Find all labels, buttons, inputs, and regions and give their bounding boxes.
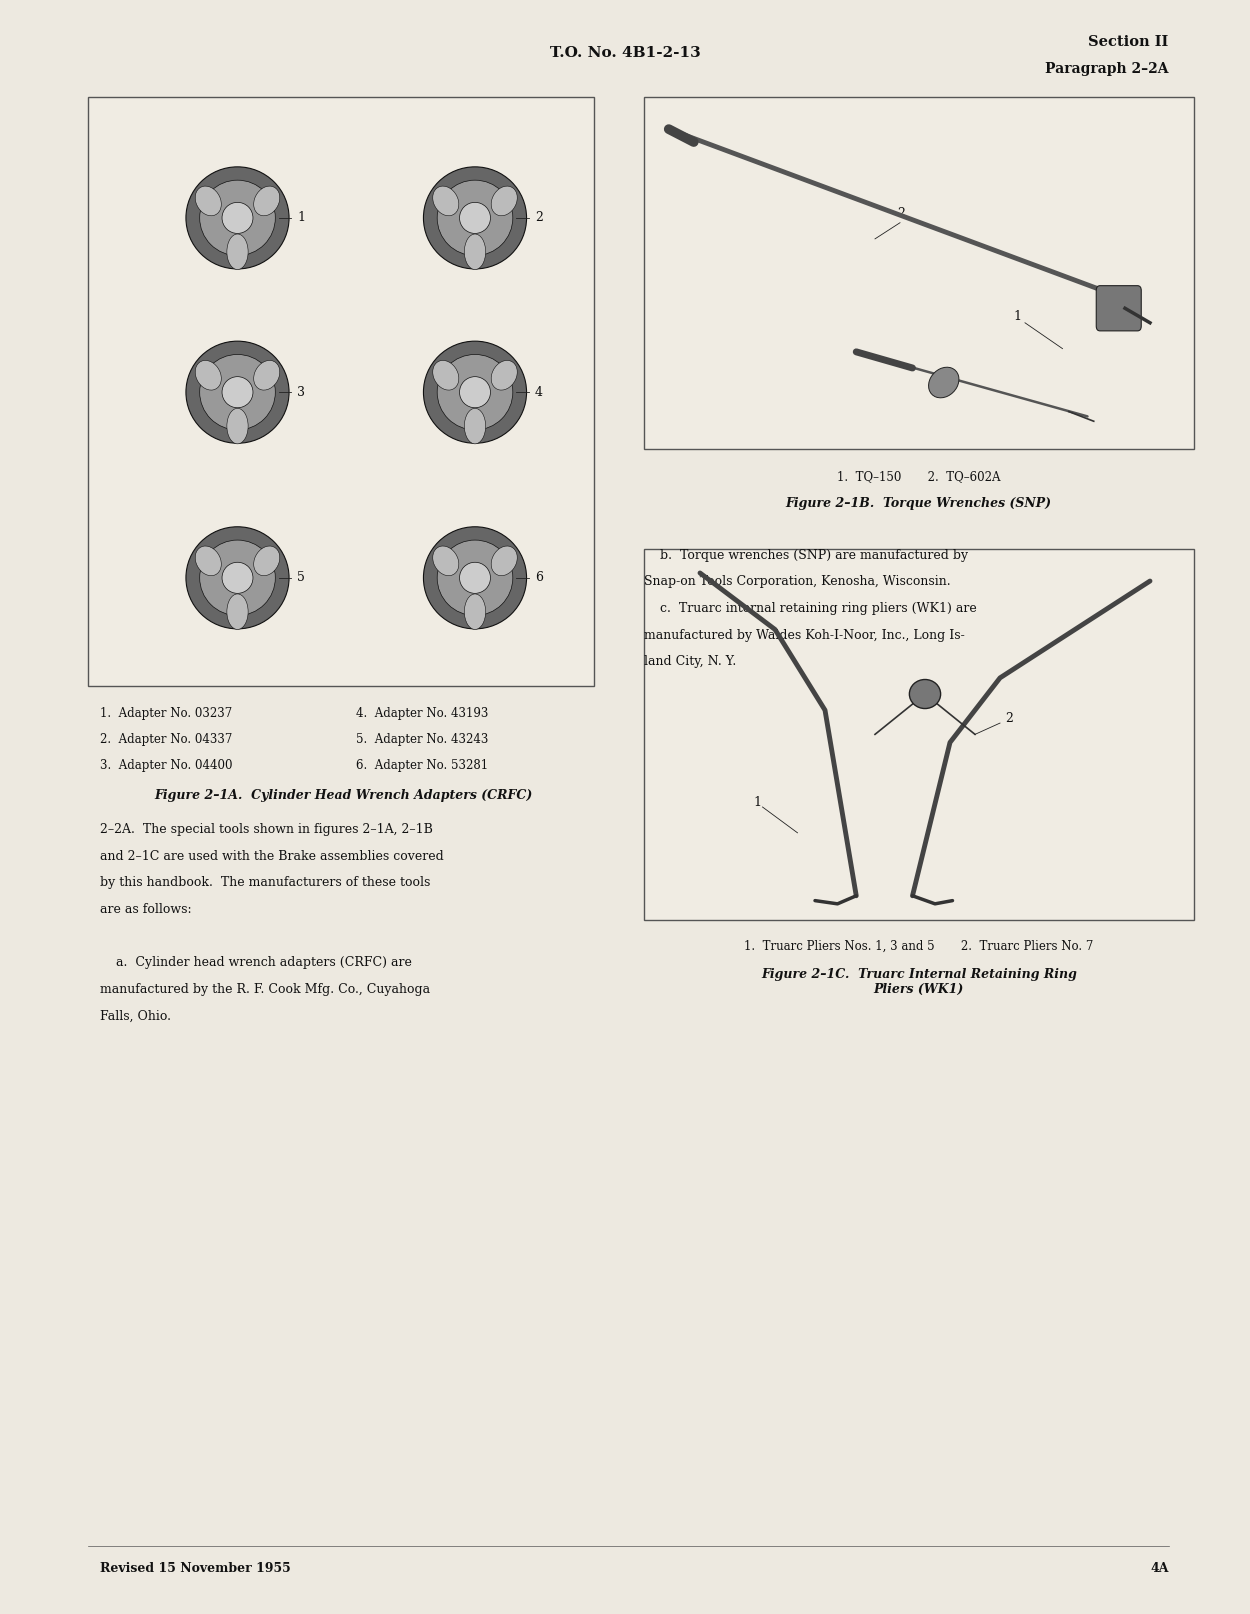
Bar xyxy=(644,549,1194,920)
Text: Section II: Section II xyxy=(1089,36,1169,48)
Ellipse shape xyxy=(424,166,526,270)
Text: T.O. No. 4B1-2-13: T.O. No. 4B1-2-13 xyxy=(550,47,700,60)
Text: 2: 2 xyxy=(898,207,905,220)
Ellipse shape xyxy=(200,355,275,429)
Ellipse shape xyxy=(432,546,459,576)
Text: 3: 3 xyxy=(298,386,305,399)
Ellipse shape xyxy=(910,679,941,709)
Ellipse shape xyxy=(186,166,289,270)
Text: 1.  Truarc Pliers Nos. 1, 3 and 5       2.  Truarc Pliers No. 7: 1. Truarc Pliers Nos. 1, 3 and 5 2. Trua… xyxy=(744,939,1094,952)
Ellipse shape xyxy=(228,594,248,629)
Ellipse shape xyxy=(222,202,253,234)
Ellipse shape xyxy=(254,360,280,391)
Text: 4A: 4A xyxy=(1150,1562,1169,1575)
Text: 4.  Adapter No. 43193: 4. Adapter No. 43193 xyxy=(356,707,489,720)
Ellipse shape xyxy=(424,526,526,629)
Text: 2: 2 xyxy=(535,211,542,224)
Text: Paragraph 2–2A: Paragraph 2–2A xyxy=(1045,63,1169,76)
Ellipse shape xyxy=(491,360,518,391)
Text: 4: 4 xyxy=(535,386,542,399)
Ellipse shape xyxy=(254,546,280,576)
Text: 6.  Adapter No. 53281: 6. Adapter No. 53281 xyxy=(356,759,489,771)
Bar xyxy=(88,97,594,686)
FancyBboxPatch shape xyxy=(1096,286,1141,331)
Ellipse shape xyxy=(438,355,512,429)
Text: Figure 2–1B.  Torque Wrenches (SNP): Figure 2–1B. Torque Wrenches (SNP) xyxy=(786,497,1051,510)
Ellipse shape xyxy=(460,562,490,594)
Text: Snap-on Tools Corporation, Kenosha, Wisconsin.: Snap-on Tools Corporation, Kenosha, Wisc… xyxy=(644,576,950,589)
Ellipse shape xyxy=(460,202,490,234)
Ellipse shape xyxy=(186,341,289,444)
Text: 1.  Adapter No. 03237: 1. Adapter No. 03237 xyxy=(100,707,232,720)
Ellipse shape xyxy=(186,526,289,629)
Ellipse shape xyxy=(200,541,275,615)
Ellipse shape xyxy=(228,234,248,270)
Text: manufactured by Waldes Koh-I-Noor, Inc., Long Is-: manufactured by Waldes Koh-I-Noor, Inc.,… xyxy=(644,628,965,642)
Text: c.  Truarc internal retaining ring pliers (WK1) are: c. Truarc internal retaining ring pliers… xyxy=(644,602,976,615)
Text: 2: 2 xyxy=(1005,712,1013,725)
Ellipse shape xyxy=(200,181,275,255)
Text: 1: 1 xyxy=(298,211,305,224)
Text: 1.  TQ–150       2.  TQ–602A: 1. TQ–150 2. TQ–602A xyxy=(838,470,1000,483)
Text: Figure 2–1A.  Cylinder Head Wrench Adapters (CRFC): Figure 2–1A. Cylinder Head Wrench Adapte… xyxy=(155,789,532,802)
Ellipse shape xyxy=(222,376,253,408)
Ellipse shape xyxy=(254,186,280,216)
Ellipse shape xyxy=(438,541,512,615)
Text: are as follows:: are as follows: xyxy=(100,904,191,917)
Ellipse shape xyxy=(432,186,459,216)
Text: 3.  Adapter No. 04400: 3. Adapter No. 04400 xyxy=(100,759,232,771)
Ellipse shape xyxy=(195,546,221,576)
Text: by this handbook.  The manufacturers of these tools: by this handbook. The manufacturers of t… xyxy=(100,876,430,889)
Ellipse shape xyxy=(465,408,485,444)
Text: 2.  Adapter No. 04337: 2. Adapter No. 04337 xyxy=(100,733,232,746)
Text: 1: 1 xyxy=(754,796,761,809)
Text: 5.  Adapter No. 43243: 5. Adapter No. 43243 xyxy=(356,733,489,746)
Ellipse shape xyxy=(465,234,485,270)
Ellipse shape xyxy=(929,368,959,397)
Text: 1: 1 xyxy=(1014,310,1021,323)
Text: Figure 2–1C.  Truarc Internal Retaining Ring
Pliers (WK1): Figure 2–1C. Truarc Internal Retaining R… xyxy=(761,968,1076,996)
Text: land City, N. Y.: land City, N. Y. xyxy=(644,655,736,668)
Text: and 2–1C are used with the Brake assemblies covered: and 2–1C are used with the Brake assembl… xyxy=(100,849,444,863)
Ellipse shape xyxy=(491,546,518,576)
Text: Revised 15 November 1955: Revised 15 November 1955 xyxy=(100,1562,291,1575)
Ellipse shape xyxy=(222,562,253,594)
Ellipse shape xyxy=(195,360,221,391)
Ellipse shape xyxy=(460,376,490,408)
Ellipse shape xyxy=(432,360,459,391)
Ellipse shape xyxy=(491,186,518,216)
Text: Falls, Ohio.: Falls, Ohio. xyxy=(100,1010,171,1023)
Ellipse shape xyxy=(195,186,221,216)
Text: b.  Torque wrenches (SNP) are manufactured by: b. Torque wrenches (SNP) are manufacture… xyxy=(644,549,968,562)
Text: 2–2A.  The special tools shown in figures 2–1A, 2–1B: 2–2A. The special tools shown in figures… xyxy=(100,823,432,836)
Ellipse shape xyxy=(465,594,485,629)
Bar xyxy=(644,97,1194,449)
Ellipse shape xyxy=(438,181,512,255)
Text: a.  Cylinder head wrench adapters (CRFC) are: a. Cylinder head wrench adapters (CRFC) … xyxy=(100,955,412,970)
Ellipse shape xyxy=(228,408,248,444)
Text: 5: 5 xyxy=(298,571,305,584)
Text: manufactured by the R. F. Cook Mfg. Co., Cuyahoga: manufactured by the R. F. Cook Mfg. Co.,… xyxy=(100,983,430,996)
Text: 6: 6 xyxy=(535,571,542,584)
Ellipse shape xyxy=(424,341,526,444)
